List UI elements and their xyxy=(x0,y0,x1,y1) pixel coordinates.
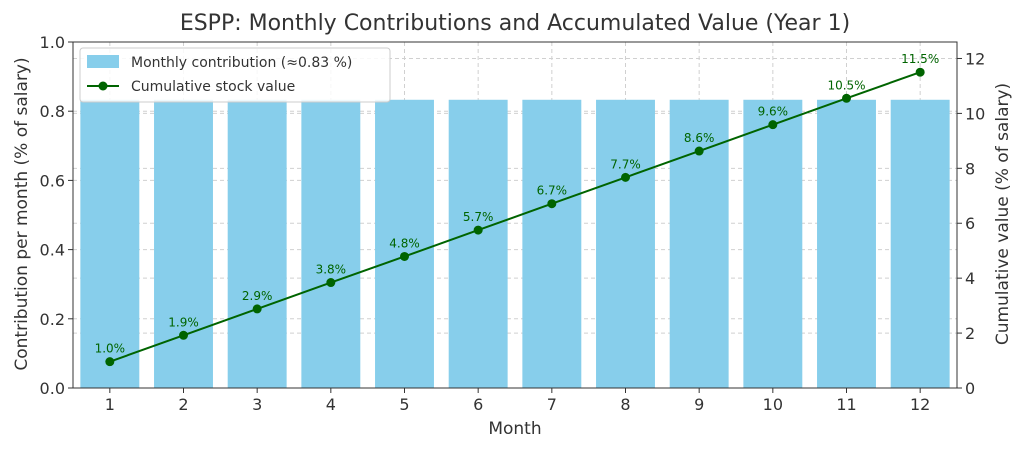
x-tick-label: 11 xyxy=(836,395,856,414)
bar xyxy=(743,99,803,389)
legend: Monthly contribution (≈0.83 %) Cumulativ… xyxy=(79,47,391,103)
bar xyxy=(448,99,508,389)
legend-label-bar: Monthly contribution (≈0.83 %) xyxy=(131,55,352,71)
bar xyxy=(375,99,434,389)
x-tick-label: 8 xyxy=(620,395,630,414)
data-label: 10.5% xyxy=(827,78,865,92)
x-tick-label: 12 xyxy=(910,395,930,414)
line-point xyxy=(621,172,630,182)
data-label: 6.7% xyxy=(537,184,568,198)
line-series: 1.0% 1.9% 2.9% 3.8% 4.8% 5.7% 6.7% 7.7% 8.6% 9.6%… xyxy=(95,52,939,367)
bar xyxy=(301,99,361,389)
y-tick-label: 0.4 xyxy=(40,241,65,260)
y2-axis-label: Cumulative value (% of salary) xyxy=(993,83,1013,345)
y2-tick-label: 0 xyxy=(965,379,975,398)
y2-tick-label: 2 xyxy=(965,324,975,343)
bar xyxy=(522,99,582,389)
bar xyxy=(227,99,287,389)
bar xyxy=(596,99,655,389)
data-label: 4.8% xyxy=(389,236,420,250)
line-point xyxy=(694,146,704,156)
x-tick-label: 9 xyxy=(694,395,704,414)
x-tick-label: 3 xyxy=(252,395,262,414)
y-tick-label: 0.6 xyxy=(40,171,65,190)
line-point xyxy=(179,330,188,340)
x-tick-label: 7 xyxy=(547,395,557,414)
data-label: 1.0% xyxy=(95,342,126,356)
x-axis-label: Month xyxy=(488,419,541,439)
x-tick-label: 2 xyxy=(178,395,188,414)
bar xyxy=(80,99,140,389)
legend-swatch-marker xyxy=(98,81,108,91)
data-label: 3.8% xyxy=(316,263,347,277)
line-point xyxy=(768,120,778,130)
bar xyxy=(154,99,213,389)
data-label: 7.7% xyxy=(610,157,641,171)
line-point xyxy=(915,67,925,77)
line-point xyxy=(400,251,409,261)
bar-series xyxy=(80,99,950,389)
line-point xyxy=(547,199,557,209)
data-label: 2.9% xyxy=(242,289,273,303)
bar xyxy=(817,99,876,389)
x-tick-label: 5 xyxy=(399,395,409,414)
y2-tick-label: 4 xyxy=(965,269,975,288)
cumulative-line xyxy=(109,71,921,363)
line-point xyxy=(252,304,262,314)
line-point xyxy=(326,278,336,288)
line-point xyxy=(842,93,851,103)
y-axis-label: Contribution per month (% of salary) xyxy=(12,57,32,370)
data-label: 1.9% xyxy=(168,315,199,329)
data-label: 5.7% xyxy=(463,210,494,224)
y-tick-label: 0.8 xyxy=(40,102,65,121)
data-label: 11.5% xyxy=(901,52,939,66)
y2-tick-label: 12 xyxy=(965,49,985,68)
data-label: 8.6% xyxy=(684,131,715,145)
y2-tick-label: 6 xyxy=(965,214,975,233)
x-tick-label: 10 xyxy=(763,395,783,414)
legend-box xyxy=(79,47,391,103)
bar xyxy=(890,99,950,389)
legend-label-line: Cumulative stock value xyxy=(131,79,295,95)
y2-tick-label: 10 xyxy=(965,104,985,123)
line-point xyxy=(473,225,483,235)
y-tick-label: 0.0 xyxy=(40,379,65,398)
y-tick-label: 1.0 xyxy=(40,33,65,52)
x-tick-label: 4 xyxy=(326,395,336,414)
y-tick-label: 0.2 xyxy=(40,310,65,329)
x-tick-label: 6 xyxy=(473,395,483,414)
y2-tick-label: 8 xyxy=(965,159,975,178)
line-point xyxy=(105,357,115,367)
plot-frame xyxy=(72,41,958,389)
chart-title: ESPP: Monthly Contributions and Accumula… xyxy=(180,11,850,36)
legend-swatch-bar xyxy=(87,55,119,68)
x-tick-label: 1 xyxy=(105,395,115,414)
data-label: 9.6% xyxy=(758,105,789,119)
